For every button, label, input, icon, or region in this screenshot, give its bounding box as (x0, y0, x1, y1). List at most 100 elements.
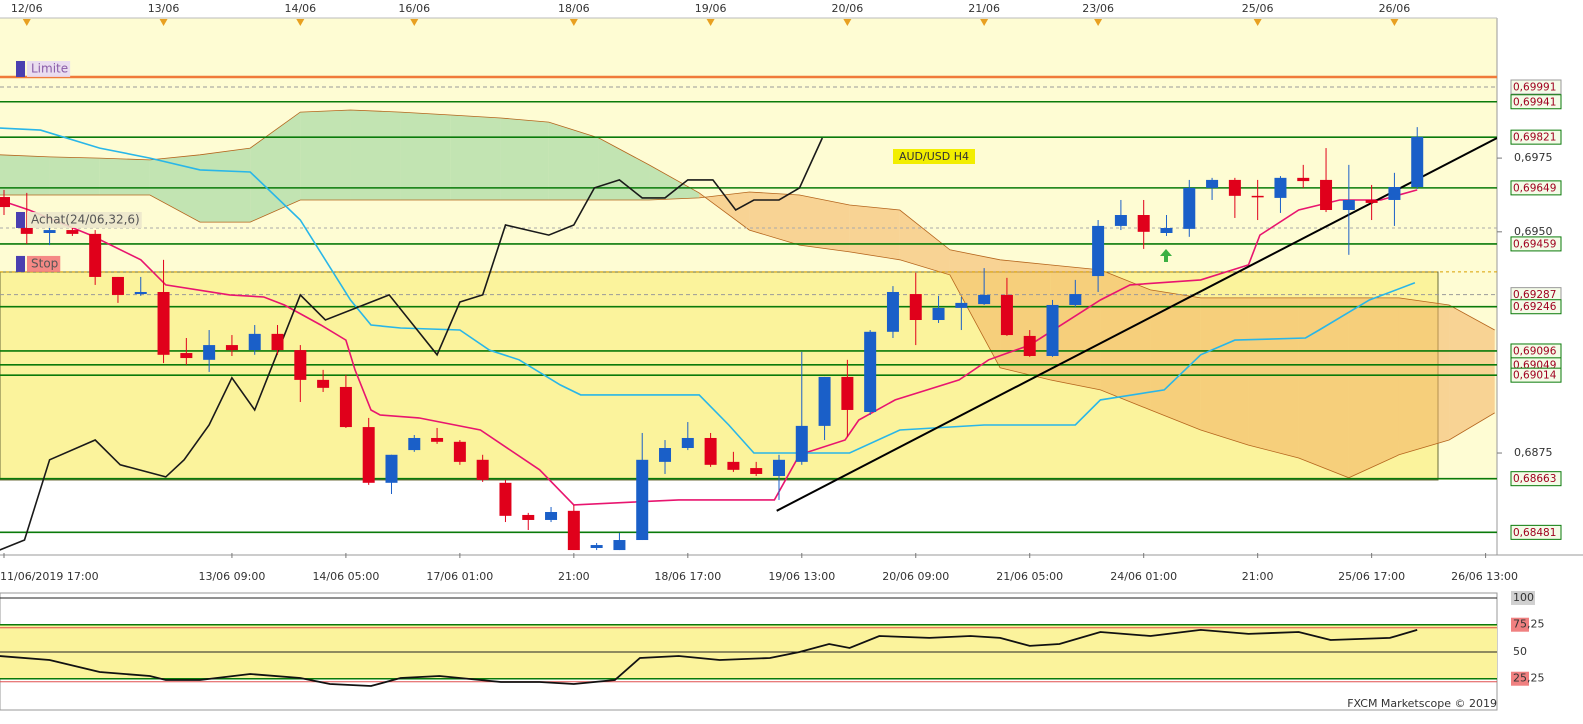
candle-body (886, 291, 899, 332)
x2-tick-label: 14/06 (284, 2, 316, 15)
price-level-label: 0,69649 (1513, 182, 1556, 194)
candle-body (772, 459, 785, 477)
x2-tick-label: 21/06 (968, 2, 1000, 15)
cloud-segment (1200, 297, 1249, 446)
candle-body (818, 376, 831, 426)
cloud-segment (1298, 297, 1349, 478)
candle-body (659, 448, 672, 462)
cloud-segment (649, 164, 700, 200)
y-tick-label: 0,6875 (1514, 446, 1553, 459)
oscillator-line (0, 628, 1418, 687)
candle-body (909, 294, 922, 321)
candle-body (317, 379, 330, 388)
oscillator-layer: 100 75,25 50 25,25 (0, 590, 1545, 687)
x-tick-label: 26/06 13:00 (1451, 570, 1518, 583)
candle-body (180, 353, 193, 359)
price-level-box (1510, 299, 1562, 315)
candle-body (339, 386, 352, 428)
candle-body (1046, 304, 1059, 356)
candle-body (20, 227, 33, 234)
x2-tick-label: 13/06 (148, 2, 180, 15)
candle-body (453, 441, 466, 462)
candle-body (681, 437, 694, 449)
candle-body (1092, 225, 1105, 277)
cloud-segment (300, 110, 351, 200)
price-level-box (1510, 524, 1562, 540)
candle-body (522, 514, 535, 520)
candle-body (704, 437, 717, 465)
price-level-label: 0,68663 (1513, 473, 1556, 485)
price-level-box (1510, 180, 1562, 196)
y-tick-label: 0,6975 (1514, 151, 1553, 164)
price-level-box (1510, 94, 1562, 110)
oscillator-tick-label: 25,25 (1513, 672, 1545, 685)
candle-body (1342, 199, 1355, 210)
oscillator-tick-box (1511, 671, 1529, 686)
candle-body (271, 333, 284, 351)
cloud-segment (400, 112, 451, 200)
x2-tick-label: 25/06 (1242, 2, 1274, 15)
cloud-segment (1348, 297, 1399, 478)
x-tick-label: 13/06 09:00 (198, 570, 265, 583)
x2-tick-label: 16/06 (398, 2, 430, 15)
cloud-segment (548, 122, 599, 200)
x-tick-label: 14/06 05:00 (312, 570, 379, 583)
x2-tick (159, 19, 168, 26)
candle-body (1137, 215, 1150, 232)
indicator-line (0, 137, 824, 551)
candles-layer (0, 127, 1424, 551)
candle-body (1206, 179, 1219, 188)
cloud-segment (1398, 297, 1450, 455)
x2-tick-label: 12/06 (11, 2, 43, 15)
candle-body (408, 437, 421, 451)
candle-body (1160, 227, 1173, 234)
x2-tick (1253, 19, 1262, 26)
candle-body (1114, 215, 1127, 226)
x2-tick-label: 19/06 (695, 2, 727, 15)
indicator-line (0, 127, 1416, 454)
cloud-segment (200, 148, 251, 223)
x2-tick (843, 19, 852, 26)
x2-tick (706, 19, 715, 26)
cloud-segment (99, 158, 150, 195)
candle-body (590, 545, 603, 548)
buy-arrow (1160, 249, 1172, 262)
candle-body (1388, 186, 1401, 200)
x2-tick-label: 18/06 (558, 2, 590, 15)
candle-body (89, 233, 102, 277)
order-marker (16, 211, 25, 228)
order-marker (16, 60, 25, 77)
cloud-segment (1449, 304, 1495, 441)
candle-body (431, 437, 444, 442)
candle-body (66, 230, 79, 234)
candle-body (0, 197, 10, 208)
oscillator-tick-label: 100 (1513, 591, 1534, 604)
candle-body (203, 345, 216, 360)
cloud-segment (1000, 259, 1051, 380)
x-tick-label: 21:00 (1242, 570, 1274, 583)
price-level-label: 0,69246 (1513, 301, 1557, 313)
oscillator-tick-label: 75,25 (1513, 618, 1545, 631)
cloud-segment (799, 194, 850, 252)
cloud-segment (350, 110, 401, 200)
levels-layer (0, 75, 1497, 534)
oscillator-tick-label: 50 (1513, 645, 1527, 658)
order-box (27, 211, 142, 228)
candle-body (1274, 177, 1287, 198)
candle-body (545, 512, 558, 520)
x-tick-label: 18/06 17:00 (654, 570, 721, 583)
candle-body (225, 345, 238, 351)
candle-body (1251, 195, 1264, 198)
candle-body (1023, 335, 1036, 356)
candle-body (567, 510, 580, 551)
candle-body (841, 376, 854, 410)
cloud-segment (500, 117, 549, 200)
candle-body (248, 333, 261, 351)
x-tick-label: 21/06 05:00 (996, 570, 1063, 583)
cloud-segment (1150, 289, 1201, 431)
candle-body (864, 331, 877, 413)
cloud-segment (450, 115, 501, 200)
candle-body (1365, 199, 1378, 203)
order-box (27, 60, 71, 77)
price-level-box (1510, 471, 1562, 487)
